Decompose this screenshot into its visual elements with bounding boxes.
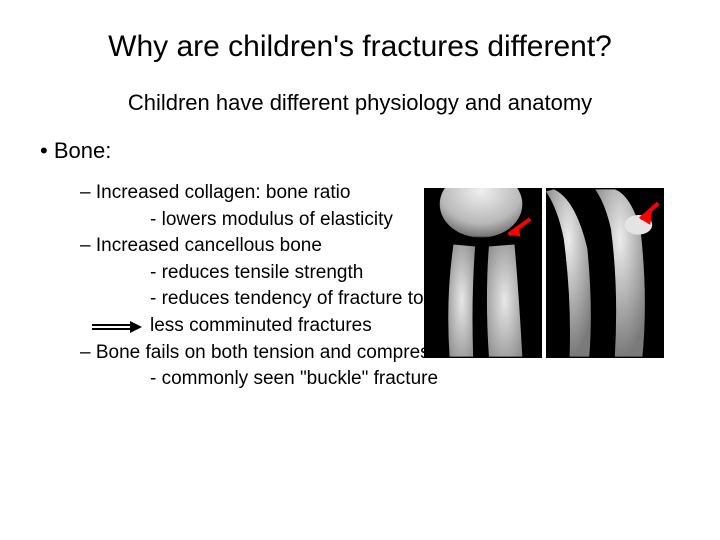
xray-right-svg bbox=[546, 188, 664, 358]
slide-subtitle: Children have different physiology and a… bbox=[40, 90, 680, 116]
xray-panel-right bbox=[546, 188, 664, 358]
bullet-bone: Bone: bbox=[40, 138, 680, 164]
slide: Why are children's fractures different? … bbox=[0, 0, 720, 540]
point-cancellous-sub3-text: less comminuted fractures bbox=[150, 315, 372, 336]
implies-arrow-icon bbox=[92, 321, 142, 333]
xray-left-svg bbox=[424, 188, 542, 358]
point-fails-sub: - commonly seen "buckle" fracture bbox=[80, 366, 680, 393]
xray-panel-left bbox=[424, 188, 542, 358]
slide-title: Why are children's fractures different? bbox=[40, 30, 680, 64]
xray-image bbox=[424, 188, 664, 358]
